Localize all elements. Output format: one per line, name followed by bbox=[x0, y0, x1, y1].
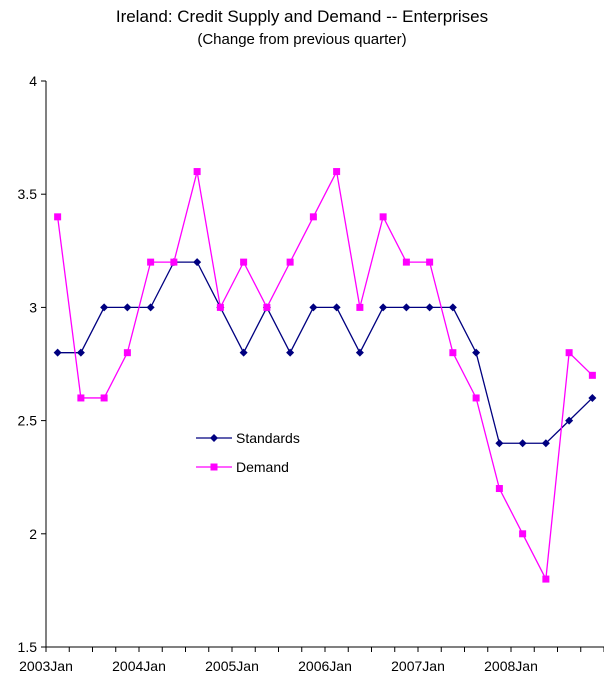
data-point-standards bbox=[355, 348, 364, 357]
data-point-demand bbox=[170, 258, 178, 266]
series-line-standards bbox=[57, 261, 593, 444]
data-point-demand bbox=[240, 258, 248, 266]
legend-label-standards: Standards bbox=[236, 430, 300, 446]
y-tick-label: 3.5 bbox=[18, 186, 38, 202]
data-point-standards bbox=[193, 258, 202, 267]
data-point-demand bbox=[309, 213, 317, 221]
data-point-demand bbox=[54, 213, 62, 221]
data-point-standards bbox=[472, 348, 481, 357]
data-point-demand bbox=[542, 575, 550, 583]
axes: 1.5 2 2.5 3 3.5 4 2003Jan 2004Jan 2005Jan 2006Jan… bbox=[18, 73, 604, 674]
x-tick-label: 2004Jan bbox=[112, 658, 166, 674]
legend-marker-demand bbox=[210, 463, 218, 471]
y-tick-label: 3 bbox=[29, 299, 37, 315]
data-point-standards bbox=[425, 303, 434, 312]
legend-marker-standards bbox=[210, 434, 218, 442]
legend: Standards Demand bbox=[196, 430, 300, 475]
series-line-demand bbox=[56, 169, 593, 582]
data-point-demand bbox=[77, 394, 85, 402]
data-point-demand bbox=[495, 485, 503, 493]
x-tick-label: 2006Jan bbox=[298, 658, 352, 674]
data-point-standards bbox=[286, 348, 295, 357]
data-point-demand bbox=[519, 530, 527, 538]
data-point-standards bbox=[448, 303, 457, 312]
data-point-standards bbox=[588, 393, 597, 402]
data-point-demand bbox=[565, 349, 573, 357]
x-tick-label: 2008Jan bbox=[484, 658, 538, 674]
data-point-standards bbox=[146, 303, 155, 312]
data-point-demand bbox=[100, 394, 108, 402]
y-tick-label: 4 bbox=[29, 73, 37, 89]
x-tick-label: 2007Jan bbox=[391, 658, 445, 674]
data-point-demand bbox=[472, 394, 480, 402]
data-point-standards bbox=[495, 439, 504, 448]
data-point-demand bbox=[216, 303, 224, 311]
data-point-demand bbox=[402, 258, 410, 266]
chart-title: Ireland: Credit Supply and Demand -- Ent… bbox=[115, 7, 489, 26]
data-point-standards bbox=[76, 348, 85, 357]
data-point-demand bbox=[147, 258, 155, 266]
data-point-demand bbox=[263, 303, 271, 311]
y-tick-label: 2.5 bbox=[18, 413, 38, 429]
data-point-demand bbox=[193, 168, 201, 176]
data-point-demand bbox=[588, 371, 596, 379]
y-tick-label: 1.5 bbox=[18, 639, 38, 655]
data-point-standards bbox=[565, 416, 574, 425]
data-point-standards bbox=[379, 303, 388, 312]
legend-label-demand: Demand bbox=[236, 459, 289, 475]
data-point-standards bbox=[100, 303, 109, 312]
x-tick-label: 2005Jan bbox=[205, 658, 259, 674]
data-point-standards bbox=[518, 439, 527, 448]
series-layer bbox=[53, 168, 597, 583]
chart-subtitle: (Change from previous quarter) bbox=[197, 31, 407, 48]
data-point-standards bbox=[332, 303, 341, 312]
data-point-demand bbox=[449, 349, 457, 357]
x-tick-label: 2003Jan bbox=[19, 658, 73, 674]
data-point-standards bbox=[402, 303, 411, 312]
data-point-standards bbox=[53, 348, 62, 357]
data-point-demand bbox=[356, 303, 364, 311]
data-point-standards bbox=[123, 303, 132, 312]
data-point-demand bbox=[426, 258, 434, 266]
data-point-demand bbox=[333, 168, 341, 176]
y-tick-label: 2 bbox=[29, 526, 37, 542]
data-point-standards bbox=[309, 303, 318, 312]
data-point-demand bbox=[123, 349, 131, 357]
data-point-demand bbox=[286, 258, 294, 266]
data-point-demand bbox=[379, 213, 387, 221]
data-point-standards bbox=[239, 348, 248, 357]
data-point-standards bbox=[541, 439, 550, 448]
